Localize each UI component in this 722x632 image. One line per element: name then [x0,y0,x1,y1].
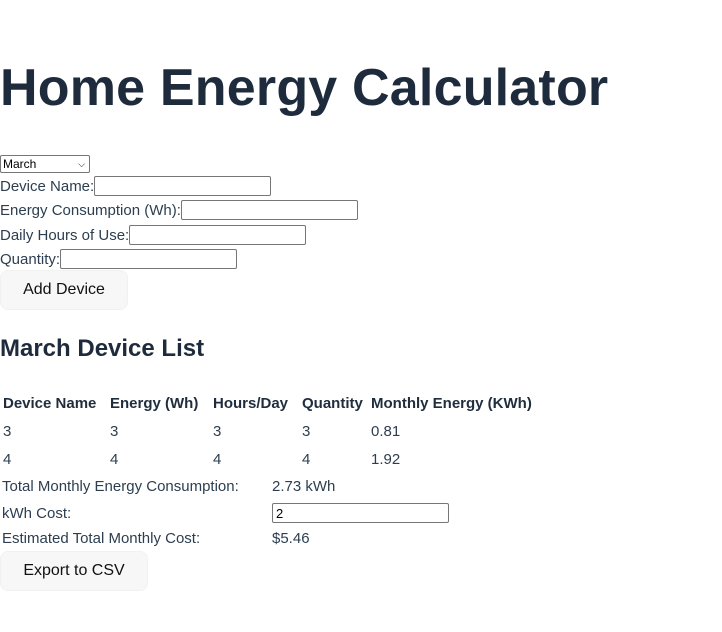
cell-monthly-energy: 0.81 [371,422,401,440]
page-title: Home Energy Calculator [0,59,609,117]
energy-input[interactable] [180,200,358,220]
quantity-row: Quantity: [0,248,238,270]
hours-input[interactable] [129,225,307,245]
column-header-quantity: Quantity [302,394,363,412]
cell-energy: 4 [110,450,119,468]
device-list-title: March Device List [0,335,205,362]
cell-hours: 3 [213,422,222,440]
estimated-cost-value: $5.46 [272,529,310,547]
column-header-energy: Energy (Wh) [110,394,199,412]
column-header-device-name: Device Name [3,394,97,412]
kwh-cost-row: kWh Cost: 2 [2,502,449,524]
energy-label: Energy Consumption (Wh): [0,201,181,219]
hours-label: Daily Hours of Use: [0,226,130,244]
column-header-monthly-energy: Monthly Energy (KWh) [371,394,532,412]
energy-row: Energy Consumption (Wh): [0,199,358,221]
table-row: 3 3 3 3 0.81 [2,418,533,444]
hours-row: Daily Hours of Use: [0,224,307,246]
column-header-hours: Hours/Day [213,394,289,412]
device-name-label: Device Name: [0,177,95,195]
cell-monthly-energy: 1.92 [371,450,401,468]
device-name-row: Device Name: [0,175,272,197]
chevron-down-icon: ⌵ [78,158,85,169]
month-select[interactable]: March ⌵ [0,155,90,173]
table-row: 4 4 4 4 1.92 [2,446,533,472]
estimated-cost-label: Estimated Total Monthly Cost: [2,529,201,547]
device-name-input[interactable] [94,176,272,196]
add-device-button[interactable]: Add Device [0,270,128,310]
quantity-label: Quantity: [0,250,61,268]
kwh-cost-label: kWh Cost: [2,504,72,522]
kwh-cost-input[interactable]: 2 [272,503,449,523]
month-select-value: March [3,157,37,171]
estimated-cost-row: Estimated Total Monthly Cost: $5.46 [2,527,310,549]
cell-device-name: 4 [3,450,12,468]
export-csv-button[interactable]: Export to CSV [0,551,148,591]
quantity-input[interactable] [60,249,238,269]
cell-device-name: 3 [3,422,12,440]
total-energy-label: Total Monthly Energy Consumption: [2,477,239,495]
total-energy-row: Total Monthly Energy Consumption: 2.73 k… [2,475,335,497]
cell-energy: 3 [110,422,119,440]
total-energy-value: 2.73 kWh [272,477,336,495]
cell-quantity: 4 [302,450,311,468]
cell-hours: 4 [213,450,222,468]
device-table: Device Name Energy (Wh) Hours/Day Quanti… [0,388,535,474]
table-header-row: Device Name Energy (Wh) Hours/Day Quanti… [2,390,533,416]
cell-quantity: 3 [302,422,311,440]
